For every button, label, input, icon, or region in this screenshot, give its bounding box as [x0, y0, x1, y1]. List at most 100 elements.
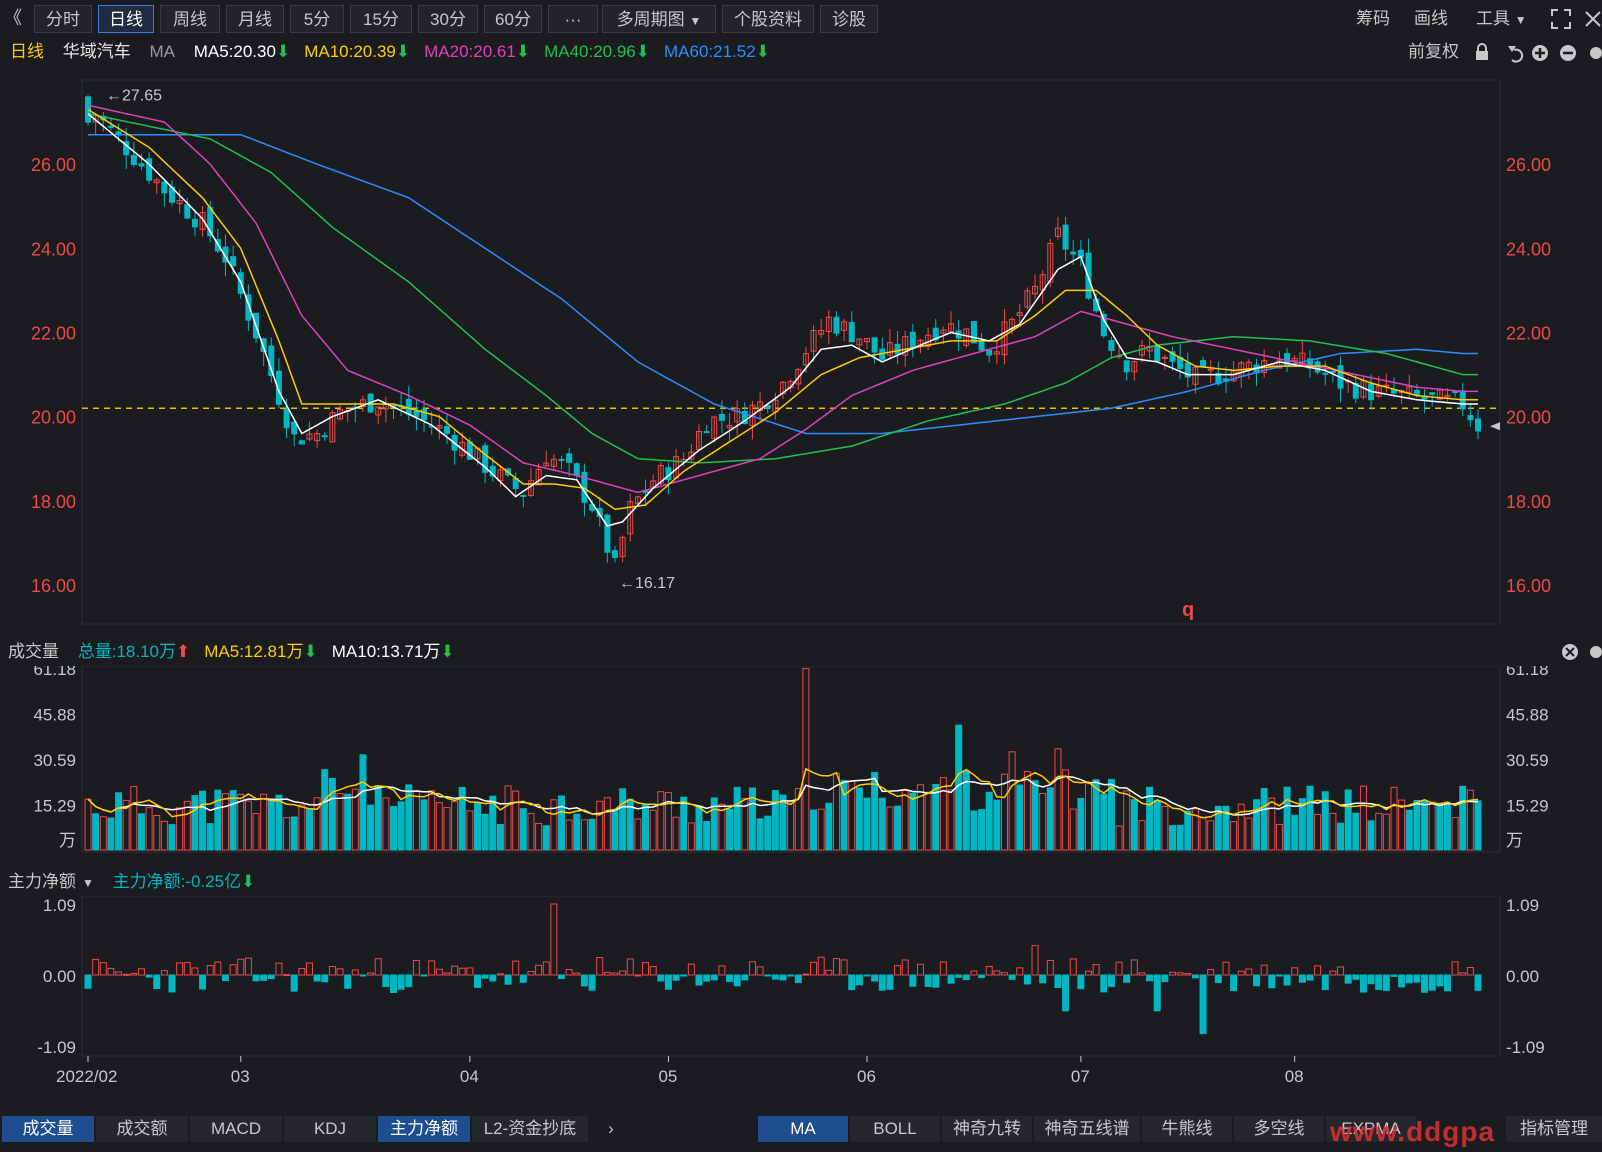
main-force-bar	[359, 974, 367, 977]
volume-bar	[1222, 805, 1230, 851]
candle-body	[1184, 362, 1191, 378]
candle-body	[932, 327, 939, 341]
volume-bar	[1008, 751, 1016, 851]
main-force-bar	[99, 962, 107, 976]
main-force-bar	[1084, 970, 1092, 976]
volume-bar	[451, 801, 459, 851]
overlay-tab-3[interactable]: 神奇五线谱	[1034, 1116, 1140, 1142]
candle-body	[627, 501, 634, 535]
period-tab-5[interactable]: 15分	[350, 5, 412, 33]
arrow-down-icon: ⬇	[303, 642, 318, 661]
indicator-tab-5[interactable]: L2-资金抄底	[472, 1116, 588, 1142]
candle-body	[199, 212, 206, 230]
collapse-icon[interactable]: 《	[4, 8, 22, 28]
ma60-line	[88, 133, 1478, 435]
chips-button[interactable]: 筹码	[1356, 9, 1390, 28]
tools-button[interactable]: 工具 ▼	[1476, 5, 1527, 33]
main-force-bar	[573, 972, 581, 976]
indicator-tab-4[interactable]: 主力净额	[378, 1116, 470, 1142]
candlestick-chart[interactable]: 26.00 26.00 24.00 24.00 22.00 22.00 20.00 20.00…	[0, 66, 1602, 638]
candle-body	[1444, 394, 1451, 398]
period-tab-7[interactable]: 60分	[484, 5, 542, 33]
index-manage-button[interactable]: 指标管理	[1506, 1116, 1602, 1142]
volume-bar	[1474, 800, 1482, 851]
candle-body	[283, 408, 290, 429]
fullscreen-icon[interactable]	[1550, 8, 1572, 30]
overlay-tab-2[interactable]: 神奇九转	[942, 1116, 1032, 1142]
zoom-out-icon[interactable]	[1560, 45, 1576, 61]
main-force-title[interactable]: 主力净额	[8, 872, 76, 891]
indicator-tab-0[interactable]: 成交量	[2, 1116, 94, 1142]
candle-body	[413, 410, 420, 418]
main-force-bar	[1375, 974, 1383, 991]
volume-bar	[619, 788, 627, 851]
volume-bar	[863, 797, 871, 851]
settings-icon[interactable]	[1590, 646, 1602, 658]
close-icon[interactable]	[1584, 10, 1602, 28]
indicator-tab-1[interactable]: 成交额	[96, 1116, 188, 1142]
main-force-bar	[481, 974, 489, 979]
main-force-bar	[145, 974, 153, 978]
volume-bar	[718, 803, 726, 851]
multi-period-button[interactable]: 多周期图 ▼	[602, 5, 716, 33]
candle-body	[1276, 359, 1283, 369]
main-force-bar	[1115, 961, 1123, 976]
candle-body	[650, 480, 657, 488]
volume-bar	[145, 807, 153, 851]
draw-line-button[interactable]: 画线	[1414, 9, 1448, 28]
undo-icon[interactable]	[1508, 46, 1524, 63]
period-tab-3[interactable]: 月线	[226, 5, 284, 33]
main-force-bar	[107, 967, 115, 976]
volume-bar	[1245, 817, 1253, 851]
overlay-tab-6[interactable]: EXPMA	[1326, 1116, 1416, 1142]
overlay-tab-4[interactable]: 牛熊线	[1142, 1116, 1232, 1142]
chevron-right-icon[interactable]: ›	[608, 1119, 614, 1138]
settings-icon[interactable]	[1590, 47, 1602, 59]
main-force-bar	[1428, 974, 1436, 991]
chevron-down-icon: ▼	[689, 14, 702, 28]
arrow-down-icon: ⬇	[241, 872, 256, 891]
overlay-tab-5[interactable]: 多空线	[1234, 1116, 1324, 1142]
period-tab-2[interactable]: 周线	[160, 5, 220, 33]
indicator-tab-3[interactable]: KDJ	[284, 1116, 376, 1142]
arrow-up-icon: ⬆	[176, 642, 191, 661]
main-force-bar	[137, 968, 145, 976]
diagnose-button[interactable]: 诊股	[820, 5, 878, 33]
candle-body	[848, 321, 855, 343]
main-force-bar	[871, 974, 879, 982]
chevron-down-icon[interactable]: ▼	[82, 876, 94, 890]
lock-icon[interactable]	[1476, 43, 1488, 60]
candle-body	[1475, 418, 1481, 432]
arrow-down-icon: ⬇	[275, 42, 291, 61]
volume-bar	[985, 791, 993, 851]
volume-chart[interactable]: 61.18 61.18 45.88 45.88 30.59 30.59 15.29 15.29…	[0, 666, 1602, 868]
main-force-chart[interactable]: 1.09 1.09 0.00 0.00 -1.09 -1.09 2022/02 03 04 05 0…	[0, 896, 1602, 1114]
close-circle-icon[interactable]	[1562, 644, 1578, 660]
x-tick-label: 06	[857, 1067, 876, 1086]
zoom-in-icon[interactable]	[1532, 45, 1548, 61]
period-tab-0[interactable]: 分时	[34, 5, 92, 33]
overlay-tab-1[interactable]: BOLL	[850, 1116, 940, 1142]
main-force-bar	[710, 974, 718, 981]
main-force-bar	[115, 971, 123, 976]
adjust-label[interactable]: 前复权	[1408, 42, 1459, 61]
volume-bar	[962, 770, 970, 851]
period-tab-1[interactable]: 日线	[98, 5, 154, 33]
candle-body	[795, 368, 802, 385]
more-button[interactable]: ···	[548, 5, 598, 33]
candle-body	[1200, 360, 1207, 367]
volume-bar	[336, 792, 344, 851]
period-tab-6[interactable]: 30分	[418, 5, 478, 33]
indicator-tab-2[interactable]: MACD	[190, 1116, 282, 1142]
x-tick-label: 2022/02	[56, 1067, 117, 1086]
volume-bar	[512, 790, 520, 851]
volume-bar	[84, 798, 92, 851]
stock-info-button[interactable]: 个股资料	[722, 5, 814, 33]
main-force-bar	[542, 961, 550, 976]
period-tab-4[interactable]: 5分	[290, 5, 344, 33]
y-tick-left: 20.00	[31, 408, 76, 428]
overlay-tab-0[interactable]: MA	[758, 1116, 848, 1142]
volume-y-tick: 45.88	[1506, 706, 1549, 725]
y-tick-right: 26.00	[1506, 155, 1551, 175]
candle-body	[291, 421, 298, 435]
